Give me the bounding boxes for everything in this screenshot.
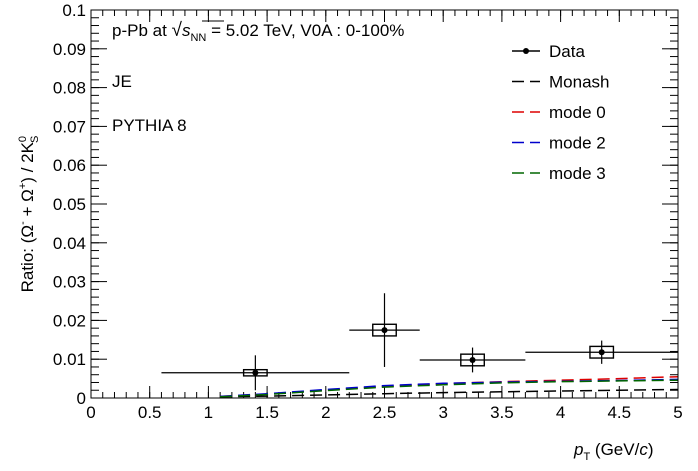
model-curve-monash: [220, 388, 679, 398]
x-tick-label: 4.5: [607, 403, 631, 422]
x-tick-label: 1: [204, 403, 213, 422]
x-tick-label: 4: [556, 403, 565, 422]
y-tick-label: 0.08: [53, 79, 86, 98]
data-marker: [252, 369, 259, 376]
y-tick-label: 0.05: [53, 195, 86, 214]
x-tick-label: 3.5: [490, 403, 514, 422]
selection-label: JE: [112, 72, 132, 91]
y-tick-label: 0.01: [53, 350, 86, 369]
data-marker: [598, 349, 605, 356]
y-tick-label: 0.07: [53, 117, 86, 136]
y-tick-label: 0.1: [62, 1, 86, 20]
tick-labels: 0 0.5 1 1.5 2 2.5 3 3.5 4 4.5 5 0 0.01 0.02 0.03 0.04 0.…: [53, 1, 683, 422]
y-tick-label: 0.04: [53, 234, 86, 253]
x-tick-label: 5: [673, 403, 682, 422]
legend-item: mode 0: [512, 103, 606, 122]
data-point: [525, 340, 678, 364]
legend-item: Monash: [512, 73, 609, 92]
data-point: [349, 293, 420, 367]
syst-error-box: [372, 323, 397, 337]
legend-label: Data: [549, 42, 585, 61]
data-points: [161, 293, 678, 391]
data-point: [419, 347, 526, 373]
system-annotation: p-Pb at √sNN = 5.02 TeV, V0A : 0-100%: [112, 20, 404, 44]
x-tick-label: 2: [321, 403, 330, 422]
legend-marker: [523, 48, 529, 54]
x-tick-label: 2.5: [373, 403, 397, 422]
legend-label: mode 3: [549, 164, 606, 183]
y-tick-label: 0.06: [53, 156, 86, 175]
data-marker: [381, 327, 388, 334]
x-tick-label: 3: [438, 403, 447, 422]
legend: Data Monash mode 0 mode 2 mode 3: [512, 42, 609, 183]
data-marker: [469, 356, 476, 363]
generator-label: PYTHIA 8: [112, 116, 187, 135]
x-axis-label: pT (GeV/c): [573, 440, 654, 463]
x-tick-label: 1.5: [255, 403, 279, 422]
y-tick-label: 0.02: [53, 311, 86, 330]
legend-label: mode 0: [549, 103, 606, 122]
legend-item: Data: [512, 42, 585, 61]
syst-error-box: [460, 353, 485, 367]
x-tick-label: 0: [86, 403, 95, 422]
legend-item: mode 2: [512, 134, 606, 153]
y-tick-label: 0.03: [53, 273, 86, 292]
model-curves: [220, 375, 679, 398]
model-curve-mode-0: [220, 375, 679, 398]
syst-error-box: [589, 345, 615, 359]
model-curve-mode-3: [220, 379, 679, 398]
legend-label: mode 2: [549, 134, 606, 153]
y-axis-label: Ratio: (Ω- + Ω+) / 2K0S: [17, 136, 41, 293]
model-curve-mode-2: [220, 378, 679, 398]
syst-error-box: [242, 368, 268, 377]
data-point: [161, 355, 350, 391]
x-tick-label: 0.5: [138, 403, 162, 422]
legend-label: Monash: [549, 73, 609, 92]
y-tick-label: 0.09: [53, 40, 86, 59]
y-tick-label: 0: [77, 389, 86, 408]
plot-frame: [90, 9, 679, 399]
legend-item: mode 3: [512, 164, 606, 183]
